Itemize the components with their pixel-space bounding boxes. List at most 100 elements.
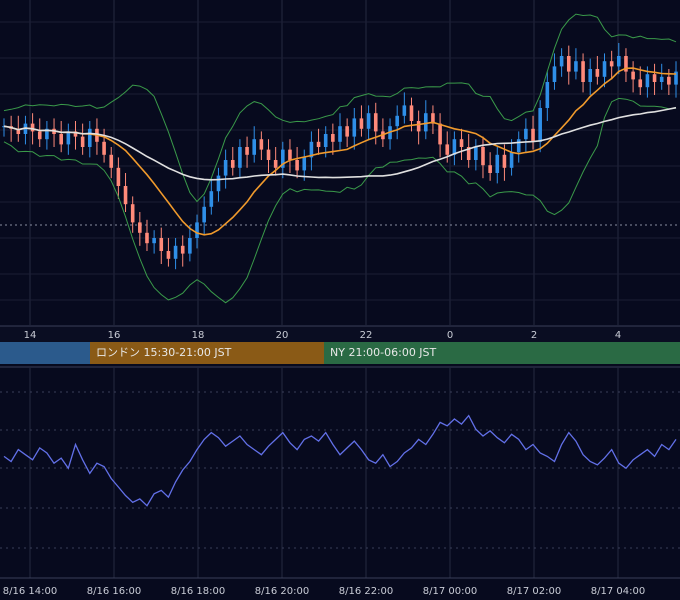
bollinger-upper-line	[3, 13, 677, 203]
candle-body	[316, 141, 321, 147]
candle-body	[30, 123, 35, 132]
candle-body	[323, 134, 328, 147]
candle-body	[238, 147, 242, 168]
long-ma-line	[3, 106, 677, 181]
top-axis-tick-label: 2	[531, 330, 537, 341]
candle-body	[230, 160, 235, 168]
candle-body	[402, 105, 407, 116]
candle-body	[123, 186, 128, 205]
candle-body	[488, 165, 492, 173]
short-ma-line	[3, 67, 677, 236]
top-axis-tick-label: 0	[447, 330, 453, 341]
oscillator-line	[3, 414, 677, 507]
candle-body	[409, 105, 414, 121]
candle-body	[652, 74, 657, 82]
candle-body	[588, 69, 593, 82]
candle-body	[431, 113, 435, 124]
candle-body	[166, 251, 171, 259]
candle-body	[395, 115, 399, 127]
top-axis-tick-label: 18	[192, 330, 205, 341]
candle-body	[581, 61, 585, 82]
candle-body	[195, 222, 199, 238]
candle-body	[416, 121, 421, 132]
candle-body	[188, 238, 192, 254]
candle-body	[617, 56, 621, 67]
candle-body	[173, 245, 178, 259]
top-axis-band	[0, 326, 680, 342]
bottom-axis-tick-label: 8/16 14:00	[3, 586, 57, 597]
candle-body	[445, 144, 450, 155]
candle-body	[609, 61, 614, 67]
bottom-axis-tick-label: 8/16 18:00	[171, 586, 225, 597]
candle-body	[638, 79, 643, 88]
candle-body	[674, 71, 678, 85]
candle-body	[366, 113, 371, 129]
session-bar	[0, 342, 90, 364]
candle-body	[495, 154, 500, 173]
candle-body	[66, 131, 71, 145]
candle-body	[545, 82, 550, 108]
candle-body	[302, 157, 307, 171]
candle-body	[16, 128, 21, 134]
candle-body	[309, 141, 314, 158]
candle-body	[273, 160, 278, 168]
candle-body	[509, 152, 514, 168]
candle-body	[474, 147, 478, 160]
candle-body	[338, 126, 342, 142]
candle-body	[288, 149, 292, 160]
candle-body	[452, 139, 457, 155]
candle-body	[266, 149, 271, 160]
candle-body	[373, 113, 378, 132]
candle-body	[37, 131, 42, 140]
candle-body	[352, 118, 357, 137]
candle-body	[559, 56, 564, 67]
candle-body	[80, 136, 85, 147]
candle-body	[566, 56, 571, 72]
candle-body	[331, 134, 335, 142]
candle-body	[73, 131, 78, 137]
bottom-axis-tick-label: 8/16 16:00	[87, 586, 141, 597]
candle-body	[216, 175, 221, 192]
candle-body	[359, 118, 364, 129]
candle-body	[659, 76, 664, 82]
bottom-axis-tick-label: 8/17 00:00	[423, 586, 477, 597]
candle-body	[245, 147, 249, 155]
candle-body	[209, 191, 214, 207]
candle-body	[145, 232, 149, 244]
candle-body	[667, 76, 671, 85]
candle-body	[138, 222, 142, 233]
candle-body	[180, 245, 185, 254]
session-bar: NY 21:00-06:00 JST	[324, 342, 680, 364]
candle-body	[574, 61, 578, 72]
top-axis-tick-label: 20	[276, 330, 289, 341]
candle-body	[109, 154, 114, 168]
candle-body	[159, 238, 164, 251]
candle-body	[459, 139, 464, 147]
candle-body	[645, 74, 650, 88]
candle-body	[538, 108, 542, 142]
candle-body	[45, 128, 49, 140]
candle-body	[202, 206, 206, 223]
candle-body	[345, 126, 349, 137]
candle-body	[87, 128, 92, 147]
session-bar: ロンドン 15:30-21:00 JST	[90, 342, 324, 364]
candle-body	[502, 154, 507, 168]
candle-body	[524, 128, 528, 140]
candle-body	[281, 149, 285, 168]
candle-body	[223, 160, 228, 176]
candle-body	[466, 147, 471, 160]
candle-body	[481, 147, 485, 166]
candle-body	[438, 123, 442, 145]
candle-body	[259, 139, 264, 150]
candle-body	[59, 134, 63, 145]
candle-body	[252, 139, 257, 155]
candle-body	[295, 160, 299, 171]
candle-body	[602, 61, 607, 77]
top-axis-tick-label: 4	[615, 330, 621, 341]
top-axis-tick-label: 22	[360, 330, 373, 341]
candle-body	[423, 113, 428, 132]
candle-body	[102, 141, 106, 155]
top-axis-tick-label: 14	[24, 330, 37, 341]
candle-body	[531, 128, 535, 142]
